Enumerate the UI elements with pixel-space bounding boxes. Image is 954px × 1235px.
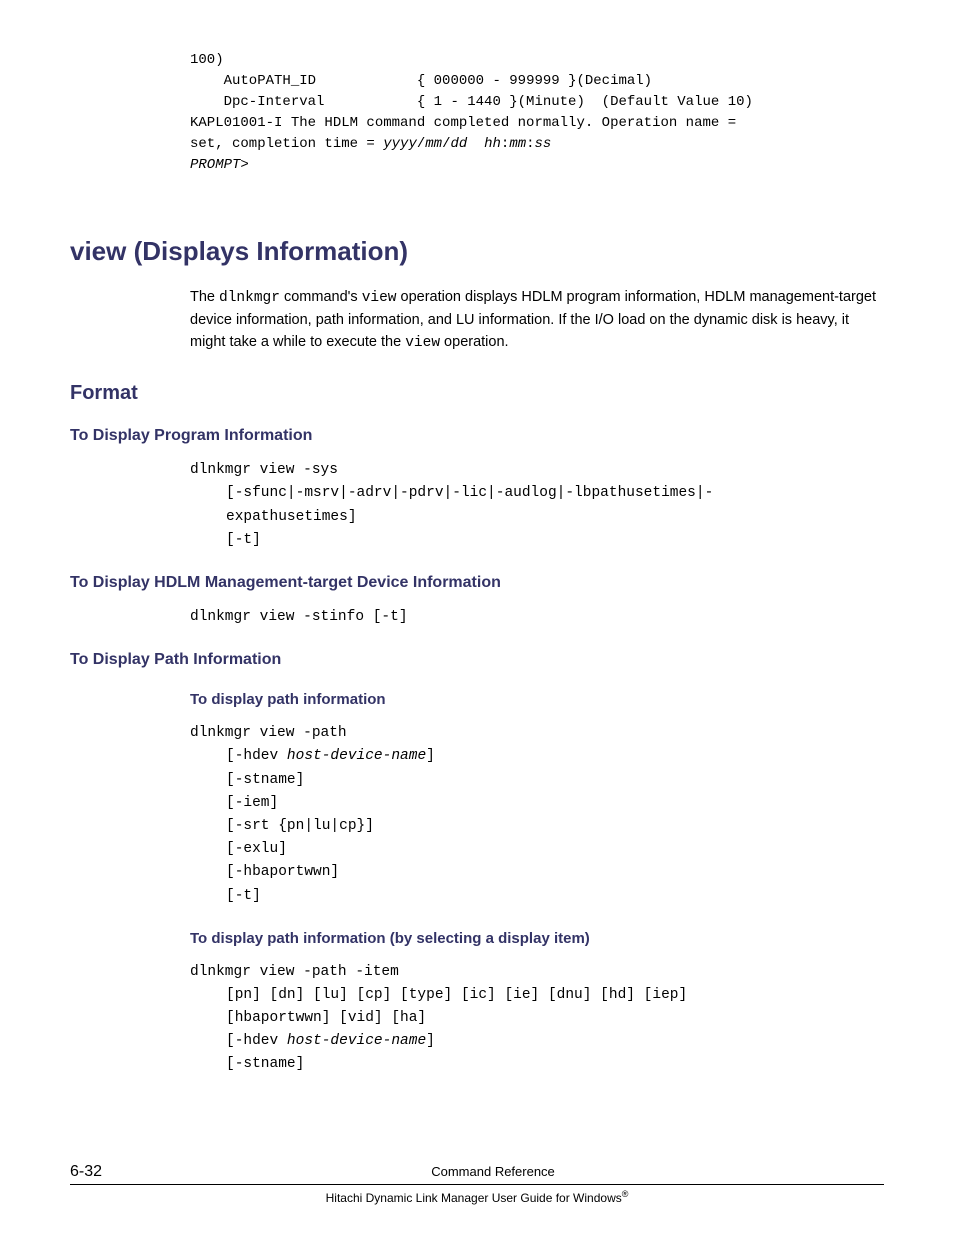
code-line: [-exlu] [226, 838, 884, 861]
code-text: : [526, 136, 534, 152]
subheading-display-path: To display path information [190, 691, 884, 708]
section-heading-view: view (Displays Information) [70, 236, 884, 267]
subheading-program-info: To Display Program Information [70, 427, 884, 445]
code-line: dlnkmgr view -path -item [190, 961, 884, 984]
code-italic-text: host-device-name [287, 748, 426, 764]
code-italic-text: PROMPT [190, 157, 240, 173]
code-program-info: dlnkmgr view -sys [-sfunc|-msrv|-adrv|-p… [190, 459, 884, 552]
code-line: dlnkmgr view -sys [190, 459, 884, 482]
code-italic-text: dd [450, 136, 467, 152]
subheading-display-path-item: To display path information (by selectin… [190, 930, 884, 947]
page-footer: 6-32 Command Reference Hitachi Dynamic L… [70, 1163, 884, 1205]
code-text: ] [426, 1033, 435, 1049]
code-line: [hbaportwwn] [vid] [ha] [226, 1007, 884, 1030]
code-path-info: dlnkmgr view -path [-hdev host-device-na… [190, 722, 884, 908]
code-line: [-iem] [226, 792, 884, 815]
code-italic-text: hh [484, 136, 501, 152]
code-text: > [240, 157, 248, 173]
code-text: KAPL01001-I The HDLM command completed n… [190, 115, 745, 131]
code-line: [-sfunc|-msrv|-adrv|-pdrv|-lic|-audlog|-… [226, 482, 884, 505]
page-number: 6-32 [70, 1163, 102, 1181]
code-line: expathusetimes] [226, 506, 884, 529]
code-text: [-hdev [226, 1033, 287, 1049]
code-line: [-t] [226, 885, 884, 908]
footer-title-text: Hitachi Dynamic Link Manager User Guide … [326, 1191, 622, 1205]
code-text: / [417, 136, 425, 152]
code-italic-text: host-device-name [287, 1033, 426, 1049]
code-line: [-t] [226, 529, 884, 552]
code-line: [-stname] [226, 769, 884, 792]
code-text: { 000000 - 999999 }(Decimal) [316, 73, 652, 89]
subsection-format: Format [70, 382, 884, 405]
footer-line: 6-32 Command Reference [70, 1163, 884, 1185]
subheading-mgmt-target: To Display HDLM Management-target Device… [70, 574, 884, 592]
code-line: dlnkmgr view -stinfo [-t] [190, 606, 884, 629]
footer-title: Hitachi Dynamic Link Manager User Guide … [70, 1189, 884, 1205]
code-line: [-stname] [226, 1053, 884, 1076]
intro-text: command's [280, 289, 362, 305]
code-text: { 1 - 1440 }(Minute) (Default Value 10) [324, 94, 752, 110]
code-line: [pn] [dn] [lu] [cp] [type] [ic] [ie] [dn… [226, 984, 884, 1007]
code-line: [-hdev host-device-name] [226, 745, 884, 768]
code-italic-text: mm [425, 136, 442, 152]
inline-code: dlnkmgr [219, 290, 280, 306]
code-text: set, completion time = [190, 136, 383, 152]
code-line: [-hdev host-device-name] [226, 1030, 884, 1053]
code-line: [-srt {pn|lu|cp}] [226, 815, 884, 838]
code-italic-text: yyyy [383, 136, 417, 152]
subheading-path-info: To Display Path Information [70, 651, 884, 669]
code-italic-text: ss [535, 136, 552, 152]
registered-symbol: ® [622, 1189, 629, 1199]
code-mgmt-target: dlnkmgr view -stinfo [-t] [190, 606, 884, 629]
top-code-block: 100) AutoPATH_ID { 000000 - 999999 }(Dec… [190, 50, 884, 176]
code-text: ] [426, 748, 435, 764]
code-text [467, 136, 484, 152]
code-text: AutoPATH_ID [190, 73, 316, 89]
code-line: [-hbaportwwn] [226, 861, 884, 884]
intro-paragraph: The dlnkmgr command's view operation dis… [190, 287, 884, 354]
code-italic-text: mm [509, 136, 526, 152]
footer-chapter: Command Reference [102, 1164, 884, 1179]
intro-text: The [190, 289, 219, 305]
code-path-item: dlnkmgr view -path -item [pn] [dn] [lu] … [190, 961, 884, 1077]
code-text: [-hdev [226, 748, 287, 764]
inline-code: view [362, 290, 397, 306]
code-line: dlnkmgr view -path [190, 722, 884, 745]
code-text: 100) [190, 52, 224, 68]
intro-text: operation. [440, 334, 509, 350]
code-text: Dpc-Interval [190, 94, 324, 110]
inline-code: view [405, 335, 440, 351]
